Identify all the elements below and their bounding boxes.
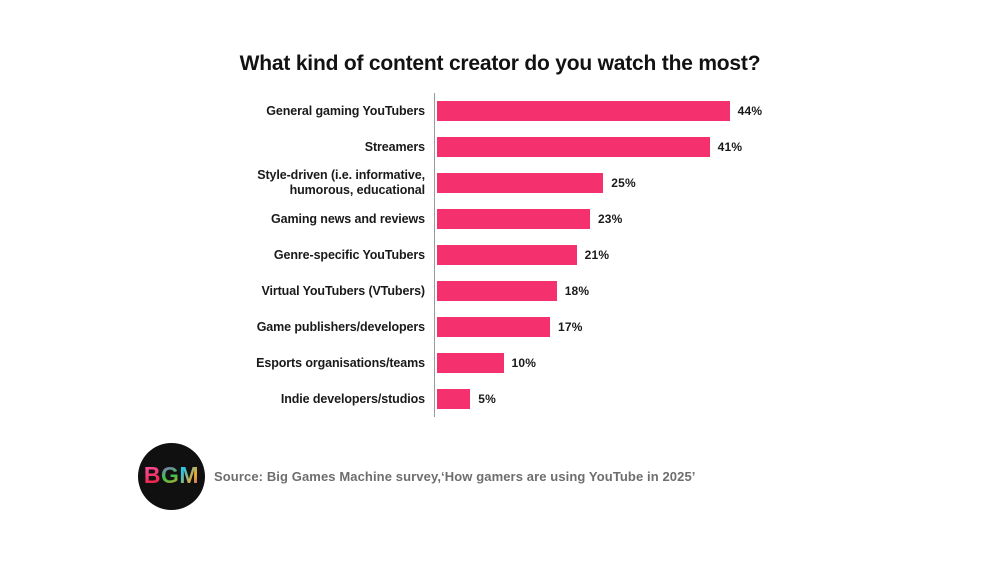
chart-row: Esports organisations/teams 10%: [0, 345, 1000, 381]
category-label: Genre-specific YouTubers: [273, 247, 425, 262]
category-label: Style-driven (i.e. informative, humorous…: [257, 168, 425, 197]
chart-row: Game publishers/developers 17%: [0, 309, 1000, 345]
value-label: 44%: [737, 104, 763, 118]
bgm-logo-text: BGM: [144, 464, 199, 487]
category-label: Indie developers/studios: [280, 391, 425, 406]
category-label: Virtual YouTubers (VTubers): [261, 283, 425, 298]
logo-letter-m: M: [179, 462, 200, 488]
category-label: General gaming YouTubers: [266, 103, 425, 118]
logo-letter-g: G: [161, 462, 180, 488]
bar: [437, 137, 710, 157]
value-label: 25%: [611, 176, 636, 190]
value-label: 41%: [717, 140, 743, 154]
chart-row: Indie developers/studios 5%: [0, 381, 1000, 417]
axis-and-bar-zone: 5%: [434, 381, 1000, 417]
axis-and-bar-zone: 25%: [434, 165, 1000, 201]
category-label: Esports organisations/teams: [256, 355, 425, 370]
bar: [437, 245, 577, 265]
value-label: 17%: [558, 320, 583, 334]
category-label: Streamers: [364, 139, 425, 154]
chart-row: Style-driven (i.e. informative, humorous…: [0, 165, 1000, 201]
chart-row: Gaming news and reviews 23%: [0, 201, 1000, 237]
value-label: 18%: [564, 284, 590, 298]
logo-letter-b: B: [143, 462, 162, 488]
bar: [437, 317, 551, 337]
category-label: Game publishers/developers: [256, 319, 425, 334]
chart-row: Genre-specific YouTubers 21%: [0, 237, 1000, 273]
bar: [437, 281, 557, 301]
chart-row: Virtual YouTubers (VTubers) 18%: [0, 273, 1000, 309]
bar: [437, 101, 730, 121]
axis-and-bar-zone: 17%: [434, 309, 1000, 345]
chart-row: General gaming YouTubers 44%: [0, 93, 1000, 129]
axis-and-bar-zone: 23%: [434, 201, 1000, 237]
bar: [437, 353, 504, 373]
axis-and-bar-zone: 41%: [434, 129, 1000, 165]
source-attribution: Source: Big Games Machine survey,‘How ga…: [214, 469, 696, 484]
value-label: 10%: [511, 356, 537, 370]
category-label: Gaming news and reviews: [270, 211, 425, 226]
footer: BGM Source: Big Games Machine survey,‘Ho…: [138, 443, 696, 510]
chart-row: Streamers 41%: [0, 129, 1000, 165]
bar: [437, 173, 604, 193]
value-label: 23%: [597, 212, 623, 226]
axis-and-bar-zone: 44%: [434, 93, 1000, 129]
chart-title: What kind of content creator do you watc…: [239, 52, 761, 75]
axis-and-bar-zone: 10%: [434, 345, 1000, 381]
bgm-logo: BGM: [138, 443, 205, 510]
value-label: 5%: [478, 392, 496, 406]
value-label: 21%: [584, 248, 610, 262]
bar: [437, 209, 590, 229]
axis-and-bar-zone: 18%: [434, 273, 1000, 309]
axis-and-bar-zone: 21%: [434, 237, 1000, 273]
bar: [437, 389, 471, 409]
bar-chart: General gaming YouTubers 44% Streamers 4…: [0, 93, 1000, 417]
